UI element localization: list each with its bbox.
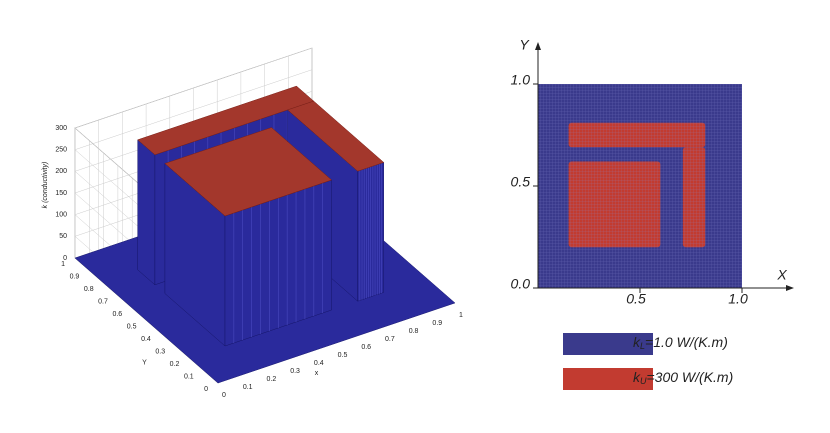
y-tick-label: 0.1 <box>184 373 194 380</box>
x-tick-label: 0.1 <box>243 384 253 391</box>
x-tick-label: 0.6 <box>361 344 371 351</box>
x-axis-label: x <box>315 370 319 377</box>
y-tick-label: 0.5 <box>511 174 531 190</box>
block-face <box>137 139 156 286</box>
y-tick-label: 0.3 <box>155 348 165 355</box>
y-tick-label: 0.8 <box>84 286 94 293</box>
x-tick-label: 0 <box>222 392 226 399</box>
x-arrow <box>786 285 794 291</box>
x-tick-label: 0.5 <box>338 352 348 359</box>
y-axis-label: Y <box>142 359 147 366</box>
y-tick-label: 0.0 <box>511 276 531 292</box>
z-tick-label: 100 <box>55 212 67 219</box>
z-tick-label: 250 <box>55 147 67 154</box>
z-tick-label: 300 <box>55 125 67 132</box>
legend-subscript: L <box>640 341 645 351</box>
block-top <box>287 100 385 172</box>
y-arrow <box>535 42 541 50</box>
legend-swatch <box>563 368 653 390</box>
x-tick-label: 1.0 <box>728 291 748 307</box>
z-tick-label: 150 <box>55 190 67 197</box>
y-tick-label: 1 <box>61 261 65 268</box>
legend-subscript: U <box>640 376 647 386</box>
x-tick-label: 0.8 <box>409 328 419 335</box>
legend-text: =300 W/(K.m) <box>647 369 734 385</box>
surface-plot: 0 50 100 150 200 250 300 0 0.1 0.2 0.3 0.4 0.5 0.6 0.7… <box>42 47 463 399</box>
z-tick-label: 50 <box>59 233 67 240</box>
legend-symbol: k <box>633 369 641 385</box>
y-axis-label: Y <box>519 37 530 53</box>
x-axis-label: X <box>776 267 787 283</box>
y-tick-label: 0 <box>204 386 208 393</box>
x-tick-label: 1 <box>459 312 463 319</box>
z-tick-label: 0 <box>63 255 67 262</box>
z-axis-label: k (conductivity) <box>42 162 49 209</box>
x-tick-label: 0.7 <box>385 336 395 343</box>
y-tick-label: 0.4 <box>141 336 151 343</box>
y-tick-label: 0.9 <box>70 273 80 280</box>
legend-label: kU=300 W/(K.m) <box>633 369 733 387</box>
legend-text: =1.0 W/(K.m) <box>645 334 728 350</box>
x-tick-label: 0.4 <box>314 360 324 367</box>
z-tick-label: 200 <box>55 168 67 175</box>
y-tick-label: 0.2 <box>170 361 180 368</box>
x-tick-label: 0.9 <box>432 320 442 327</box>
y-tick-label: 0.6 <box>112 311 122 318</box>
legend-swatch <box>563 333 653 355</box>
x-tick-label: 0.2 <box>267 376 277 383</box>
mesh <box>538 84 742 288</box>
x-tick-label: 0.3 <box>290 368 300 375</box>
legend-label: kL=1.0 W/(K.m) <box>633 334 728 352</box>
y-tick-label: 0.5 <box>127 323 137 330</box>
block-top <box>137 85 315 156</box>
y-tick-label: 1.0 <box>511 72 531 88</box>
y-tick-label: 0.7 <box>98 298 108 305</box>
legend-symbol: k <box>633 334 641 350</box>
x-tick-label: 0.5 <box>626 291 646 307</box>
block-top <box>164 127 333 217</box>
